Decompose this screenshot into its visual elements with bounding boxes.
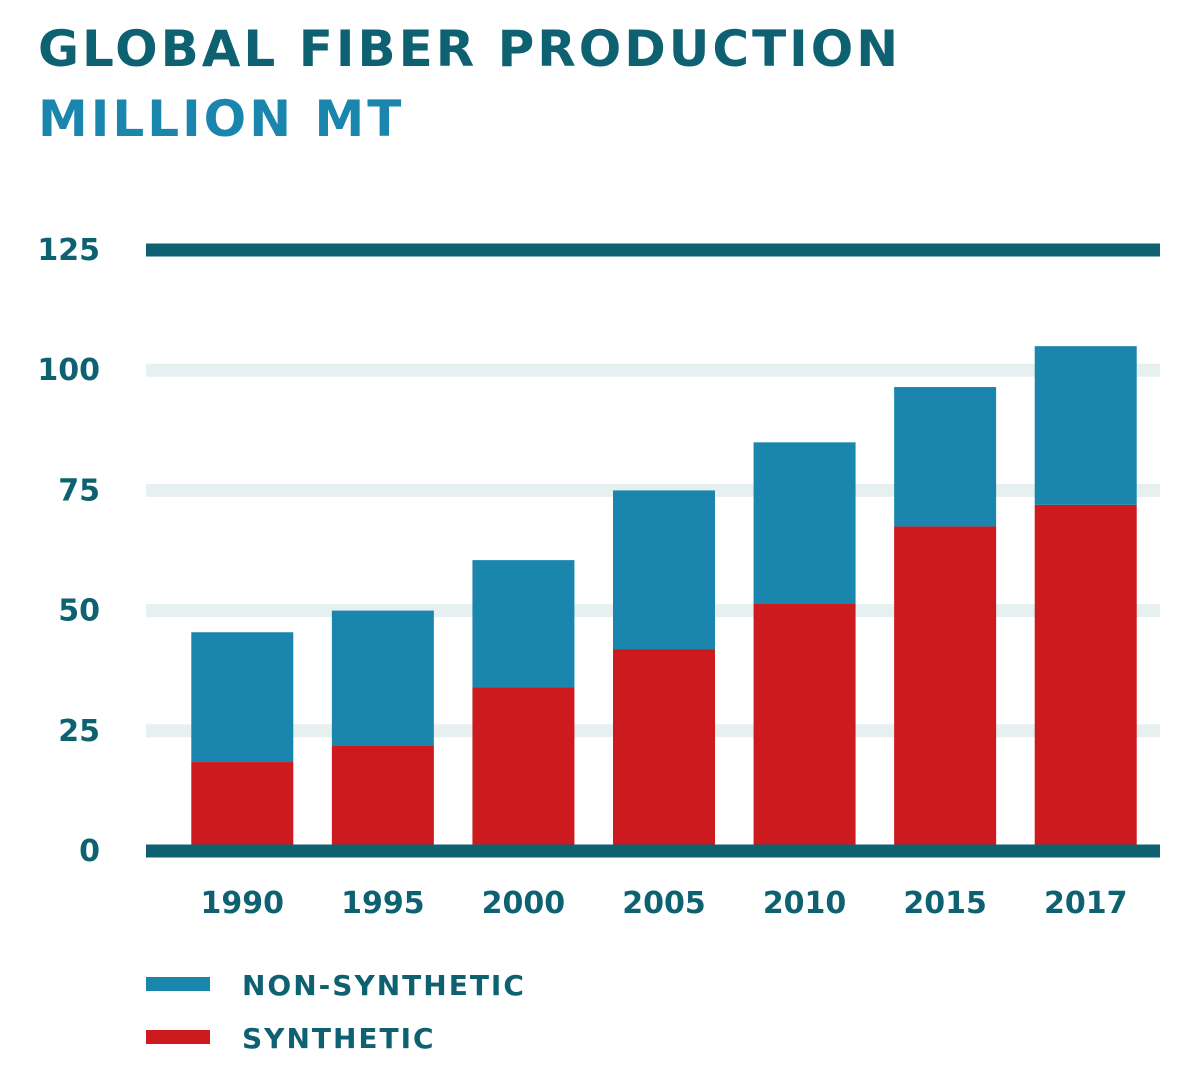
bar-non-synthetic-1995 [331,610,434,746]
x-tick-label: 2010 [763,886,847,921]
bar-synthetic-1990 [191,762,294,851]
bar-synthetic-2000 [472,687,575,851]
bar-non-synthetic-2010 [753,442,856,604]
bar-non-synthetic-1990 [191,632,294,763]
y-tick-label: 50 [58,594,100,629]
x-tick-label: 2017 [1044,886,1128,921]
legend-label-synthetic: SYNTHETIC [242,1022,436,1055]
bars [191,346,1137,851]
y-tick-label: 100 [37,353,100,388]
y-axis-ticks: 0 25 50 75 100 125 [37,233,100,869]
bar-non-synthetic-2005 [613,490,715,650]
legend-label-non-synthetic: NON-SYNTHETIC [242,969,526,1002]
x-tick-label: 2005 [622,886,706,921]
bar-synthetic-1995 [331,745,434,851]
bar-synthetic-2005 [613,649,715,851]
bar-non-synthetic-2017 [1034,346,1137,505]
y-tick-label: 125 [37,233,100,268]
y-tick-label: 25 [58,714,100,749]
x-tick-label: 2000 [482,886,566,921]
bar-non-synthetic-2000 [472,560,575,688]
x-tick-label: 2015 [903,886,987,921]
axes [146,243,1160,858]
chart-title: GLOBAL FIBER PRODUCTION [38,20,902,78]
legend-swatch-non-synthetic [146,977,210,991]
x-tick-label: 1995 [341,886,425,921]
bar-synthetic-2015 [894,526,997,851]
bar-non-synthetic-2015 [894,387,997,527]
bar-synthetic-2010 [753,603,856,851]
x-axis-ticks: 1990 1995 2000 2005 2010 2015 2017 [201,886,1128,921]
y-tick-label: 75 [58,473,100,508]
chart-subtitle: MILLION MT [38,90,405,148]
bar-synthetic-2017 [1034,504,1137,851]
legend: NON-SYNTHETIC SYNTHETIC [146,969,526,1055]
y-tick-label: 0 [79,834,100,869]
x-tick-label: 1990 [201,886,285,921]
legend-swatch-synthetic [146,1030,210,1044]
